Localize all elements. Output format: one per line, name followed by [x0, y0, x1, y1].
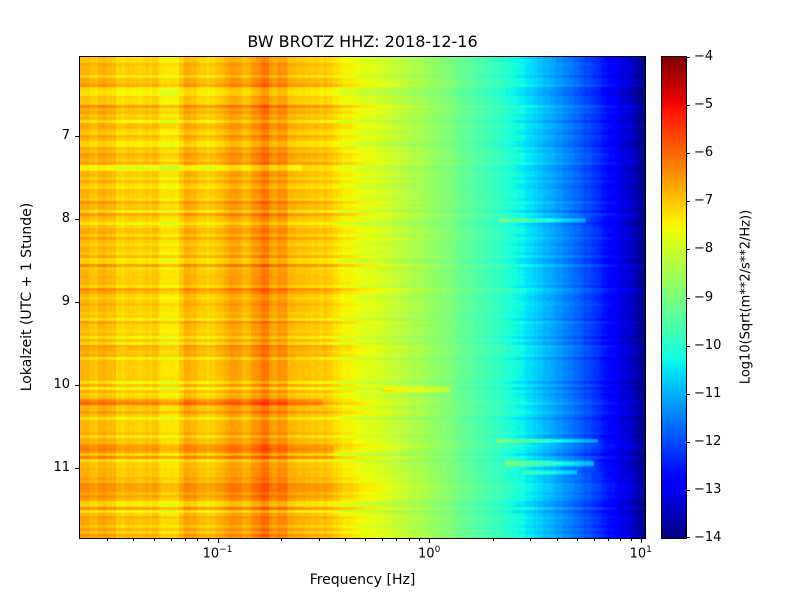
- colorbar-tick-label: −8: [694, 241, 714, 257]
- colorbar-tick: [686, 201, 690, 203]
- x-minor-tick: [382, 538, 384, 541]
- x-minor-tick: [133, 538, 135, 541]
- y-tick-label: 8: [61, 210, 70, 226]
- x-minor-tick: [184, 538, 186, 541]
- x-minor-tick: [170, 538, 172, 541]
- colorbar-tick: [686, 249, 690, 251]
- x-minor-tick: [365, 538, 367, 541]
- x-tick-label: 10−1: [202, 545, 233, 562]
- colorbar-tick-label: −11: [694, 385, 722, 401]
- x-minor-tick: [281, 538, 283, 541]
- colorbar: [661, 56, 687, 539]
- colorbar-tick-label: −12: [694, 433, 722, 449]
- y-major-tick: [75, 467, 80, 469]
- x-minor-tick: [607, 538, 609, 541]
- x-tick-label: 101: [629, 545, 652, 562]
- x-major-tick: [429, 538, 431, 543]
- x-minor-tick: [556, 538, 558, 541]
- x-tick-label: 100: [418, 545, 441, 562]
- colorbar-label: Log10(Sqrt(m**2/s**2/Hz)): [738, 209, 754, 385]
- x-minor-tick: [530, 538, 532, 541]
- colorbar-tick: [686, 153, 690, 155]
- colorbar-tick-label: −14: [694, 530, 722, 545]
- y-major-tick: [75, 218, 80, 220]
- colorbar-tick: [686, 393, 690, 395]
- colorbar-tick: [686, 297, 690, 299]
- x-minor-tick: [419, 538, 421, 541]
- colorbar-tick-label: −10: [694, 337, 722, 353]
- y-major-tick: [75, 301, 80, 303]
- x-minor-tick: [207, 538, 209, 541]
- colorbar-tick-label: −5: [694, 97, 714, 113]
- x-minor-tick: [344, 538, 346, 541]
- x-minor-tick: [593, 538, 595, 541]
- colorbar-tick-label: −7: [694, 193, 714, 209]
- x-major-tick: [640, 538, 642, 543]
- colorbar-tick: [686, 441, 690, 443]
- x-minor-tick: [631, 538, 633, 541]
- x-minor-tick: [396, 538, 398, 541]
- colorbar-tick-label: −13: [694, 481, 722, 497]
- colorbar-tick-label: −9: [694, 289, 714, 305]
- x-minor-tick: [577, 538, 579, 541]
- colorbar-tick: [686, 57, 690, 58]
- spectrogram-heatmap: [79, 56, 646, 539]
- x-minor-tick: [318, 538, 320, 541]
- x-minor-tick: [106, 538, 108, 541]
- y-tick-label: 9: [61, 293, 70, 309]
- y-tick-label: 7: [61, 127, 70, 143]
- x-axis-label: Frequency [Hz]: [309, 572, 416, 588]
- x-minor-tick: [153, 538, 155, 541]
- y-major-tick: [75, 384, 80, 386]
- x-minor-tick: [492, 538, 494, 541]
- colorbar-tick: [686, 537, 690, 538]
- y-tick-label: 10: [53, 376, 70, 392]
- y-tick-label: 11: [53, 459, 70, 475]
- x-minor-tick: [620, 538, 622, 541]
- y-major-tick: [75, 135, 80, 137]
- colorbar-tick: [686, 345, 690, 347]
- x-minor-tick: [197, 538, 199, 541]
- colorbar-tick: [686, 105, 690, 107]
- plot-title: BW BROTZ HHZ: 2018-12-16: [247, 32, 478, 51]
- colorbar-tick-label: −6: [694, 145, 714, 161]
- colorbar-tick-label: −4: [694, 49, 714, 64]
- colorbar-tick: [686, 489, 690, 491]
- y-axis-label: Lokalzeit (UTC + 1 Stunde): [19, 202, 35, 392]
- x-minor-tick: [408, 538, 410, 541]
- x-major-tick: [217, 538, 219, 543]
